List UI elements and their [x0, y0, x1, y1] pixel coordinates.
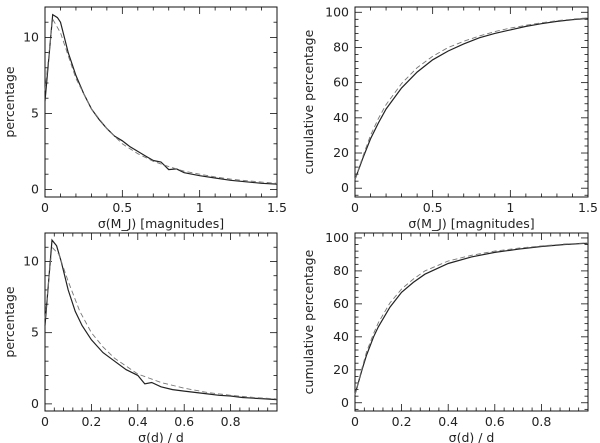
plot-frame [354, 232, 589, 412]
y-tick-label: 40 [333, 329, 349, 344]
y-tick-label: 0 [341, 180, 349, 195]
series-line-solid [44, 238, 278, 401]
y-tick-label: 0 [31, 396, 39, 411]
x-tick-label: 1.5 [578, 200, 598, 215]
x-tick-label: 0.4 [128, 414, 148, 429]
series-line-dashed [354, 242, 589, 395]
y-axis-label: percentage [2, 286, 17, 357]
x-tick-label: 0 [41, 414, 49, 429]
y-tick-label: 10 [23, 29, 39, 44]
series-line-solid [354, 17, 589, 180]
y-tick-label: 0 [31, 181, 39, 196]
y-tick-label: 100 [325, 230, 349, 245]
x-tick-label: 1.5 [267, 200, 287, 215]
y-tick-label: 60 [333, 296, 349, 311]
y-tick-label: 20 [333, 362, 349, 377]
x-tick-label: 0 [351, 200, 359, 215]
y-tick-label: 60 [333, 75, 349, 90]
series-line-solid [354, 242, 589, 395]
x-tick-label: 0 [351, 414, 359, 429]
y-tick-label: 100 [325, 4, 349, 19]
series-line-dashed [44, 246, 278, 400]
x-tick-label: 0 [41, 200, 49, 215]
x-tick-label: 0.5 [423, 200, 443, 215]
y-tick-label: 10 [23, 253, 39, 268]
chart-panel-3: 0 0.2 0.4 0.6 0.8 0 5 10 σ(d) / d percentage [2, 232, 278, 443]
x-tick-label: 0.6 [174, 414, 194, 429]
x-axis-label: σ(d) / d [449, 430, 495, 443]
chart-panel-2: 0 0.5 1 1.5 0 20 40 60 80 100 σ(M_J) [magnitudes] c… [301, 4, 598, 231]
x-tick-label: 0.2 [81, 414, 101, 429]
x-tick-label: 0.5 [112, 200, 132, 215]
x-tick-label: 0.4 [438, 414, 458, 429]
y-tick-label: 0 [341, 395, 349, 410]
plot-frame [44, 6, 278, 198]
series-line-solid [44, 13, 278, 185]
x-tick-label: 0.8 [531, 414, 551, 429]
x-tick-label: 0.2 [392, 414, 412, 429]
x-tick-label: 0.8 [221, 414, 241, 429]
x-tick-label: 0.6 [485, 414, 505, 429]
y-tick-label: 40 [333, 110, 349, 125]
series-line-dashed [354, 17, 589, 180]
y-axis-label: cumulative percentage [301, 249, 316, 394]
y-tick-label: 20 [333, 145, 349, 160]
x-tick-label: 1 [506, 200, 514, 215]
x-axis-label: σ(M_J) [magnitudes] [408, 216, 534, 231]
chart-panel-1: 0 0.5 1 1.5 0 5 10 σ(M_J) [magnitudes] percentag… [2, 6, 287, 231]
x-axis-label: σ(M_J) [magnitudes] [98, 216, 224, 231]
x-axis-label: σ(d) / d [138, 430, 184, 443]
y-tick-label: 5 [31, 105, 39, 120]
plot-frame [354, 6, 589, 198]
x-tick-label: 1 [196, 200, 204, 215]
y-axis-label: percentage [2, 66, 17, 137]
y-tick-label: 80 [333, 39, 349, 54]
y-tick-label: 5 [31, 325, 39, 340]
chart-panel-4: 0 0.2 0.4 0.6 0.8 0 20 40 60 80 100 σ(d) / d cumulat… [301, 230, 589, 443]
y-axis-label: cumulative percentage [301, 29, 316, 174]
y-tick-label: 80 [333, 263, 349, 278]
series-line-dashed [44, 17, 278, 184]
